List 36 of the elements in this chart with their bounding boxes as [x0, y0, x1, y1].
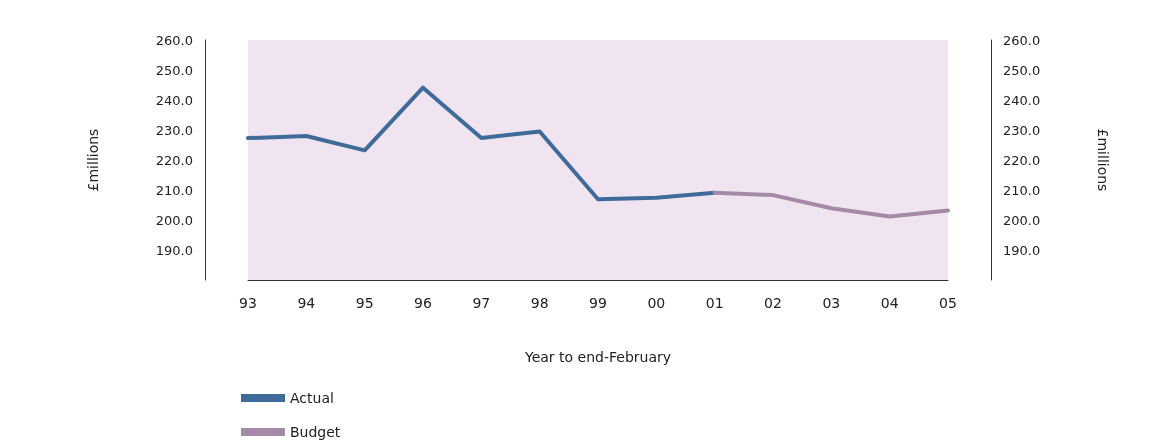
x-tick-label: 00 — [647, 295, 666, 311]
y2-tick-label: 250.0 — [1003, 62, 1041, 78]
y-tick-label: 250.0 — [155, 62, 193, 78]
y-tick-label: 210.0 — [155, 182, 193, 198]
x-tick-label: 96 — [414, 295, 432, 311]
y2-tick-label: 200.0 — [1003, 212, 1041, 228]
y-tick-label: 220.0 — [155, 152, 193, 168]
x-tick-label: 05 — [939, 295, 957, 311]
y-tick-label: 190.0 — [155, 242, 193, 258]
x-tick-label: 02 — [764, 295, 782, 311]
x-tick-label: 94 — [297, 295, 316, 311]
y-tick-label: 200.0 — [155, 212, 193, 228]
y2-tick-label: 220.0 — [1003, 152, 1041, 168]
legend-label: Budget — [290, 424, 341, 440]
x-tick-label: 99 — [589, 295, 607, 311]
line-series — [712, 190, 950, 219]
x-tick-label: 95 — [355, 295, 374, 311]
x-tick-label: 97 — [472, 295, 491, 311]
y2-axis-title: £millions — [1095, 128, 1111, 192]
x-tick-label: 93 — [239, 295, 257, 311]
y-tick-label: 260.0 — [155, 32, 193, 48]
y2-tick-label: 260.0 — [1003, 32, 1041, 48]
x-tick-label: 04 — [880, 295, 899, 311]
y-tick-label: 240.0 — [155, 92, 193, 108]
line-series — [246, 85, 717, 202]
y-axis-title: £millions — [85, 128, 101, 192]
y-tick-label: 230.0 — [155, 122, 193, 138]
y2-tick-label: 190.0 — [1003, 242, 1041, 258]
x-tick-label: 98 — [530, 295, 549, 311]
y2-tick-label: 210.0 — [1003, 182, 1041, 198]
legend-label: Actual — [290, 390, 334, 406]
x-tick-label: 01 — [705, 295, 724, 311]
x-tick-label: 03 — [822, 295, 841, 311]
y2-tick-label: 240.0 — [1003, 92, 1041, 108]
x-axis-title: Year to end-February — [523, 349, 672, 365]
y2-tick-label: 230.0 — [1003, 122, 1041, 138]
